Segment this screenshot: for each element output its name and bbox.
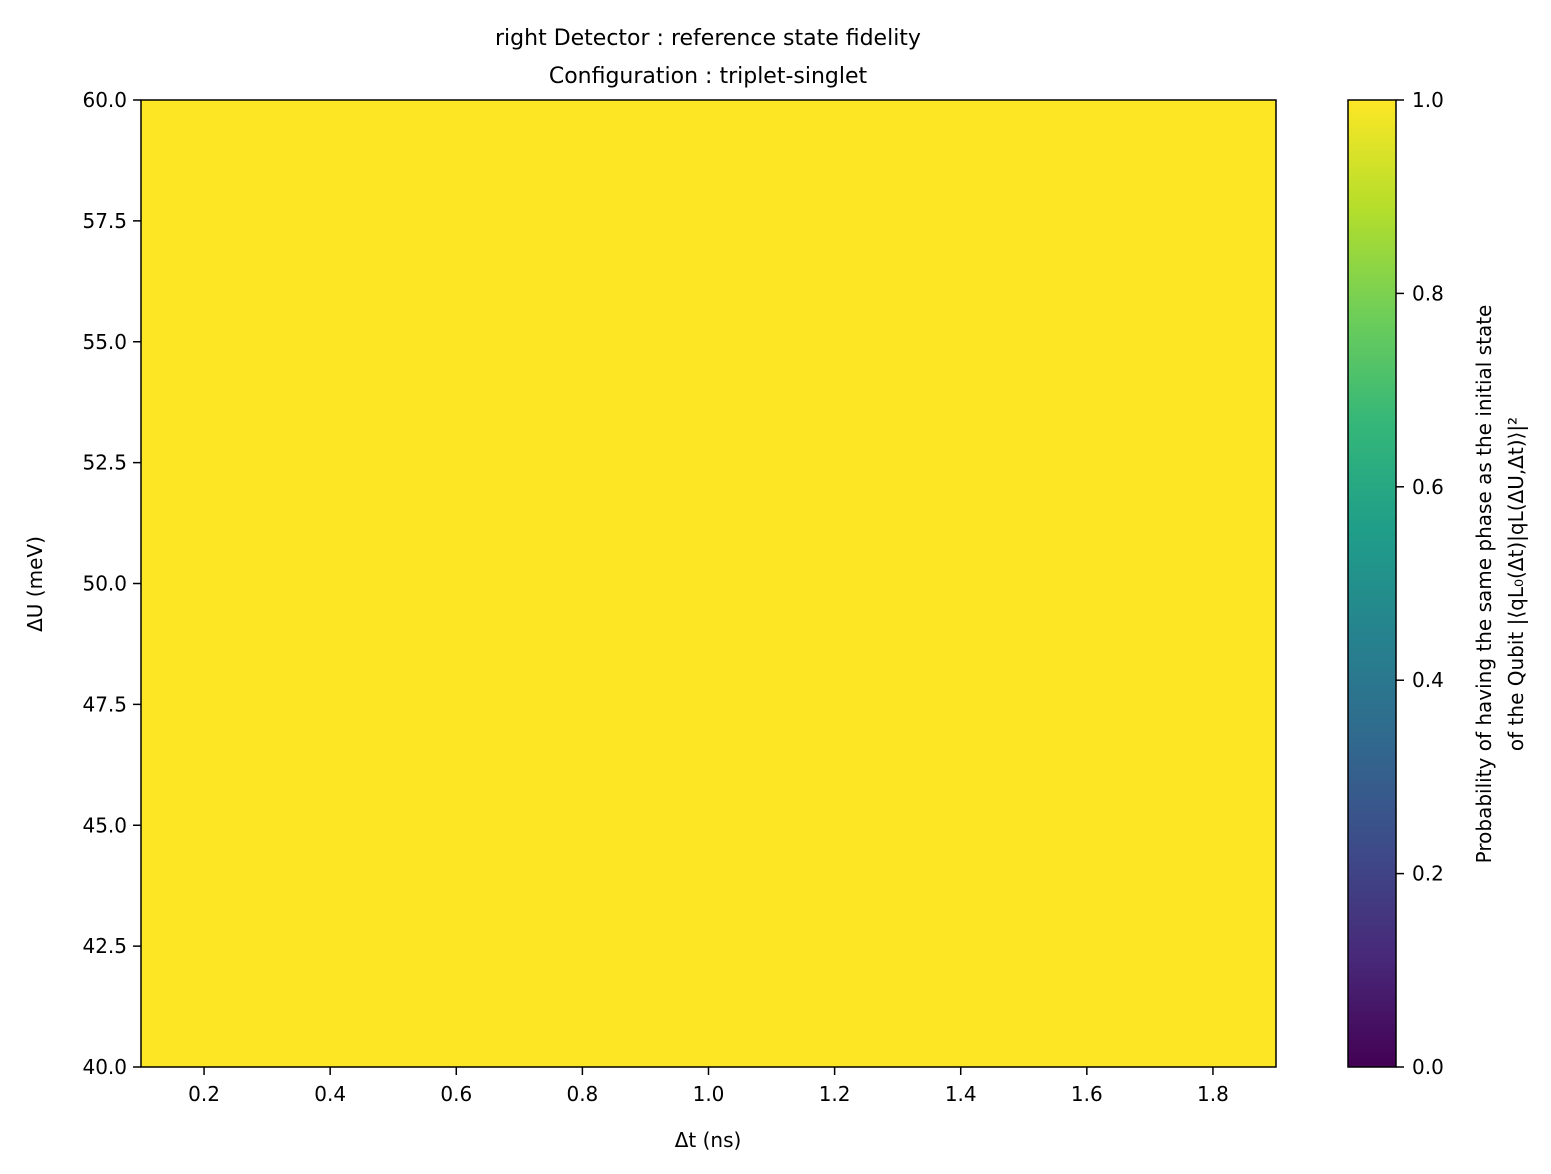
y-tick-label: 52.5 xyxy=(82,451,127,475)
chart-subtitle: Configuration : triplet-singlet xyxy=(549,64,868,89)
y-tick-label: 42.5 xyxy=(82,934,127,958)
y-tick-label: 57.5 xyxy=(82,209,127,233)
colorbar-ticks: 0.0 0.2 0.4 0.6 0.8 1.0 xyxy=(1396,88,1444,1079)
colorbar-frame xyxy=(1347,99,1397,1068)
colorbar xyxy=(1348,100,1396,1067)
y-axis-label: ΔU (meV) xyxy=(23,536,47,632)
x-tick-label: 1.6 xyxy=(1071,1082,1103,1106)
colorbar-tick-label: 0.0 xyxy=(1412,1055,1444,1079)
x-tick-label: 1.0 xyxy=(693,1082,725,1106)
colorbar-tick-label: 0.4 xyxy=(1412,668,1444,692)
colorbar-label-line1: Probability of having the same phase as … xyxy=(1472,305,1496,864)
colorbar-tick-label: 0.8 xyxy=(1412,281,1444,305)
y-axis-ticks: 40.0 42.5 45.0 47.5 50.0 52.5 55.0 57.5 60.0 xyxy=(82,88,141,1079)
x-axis-label: Δt (ns) xyxy=(675,1128,742,1152)
x-tick-label: 0.4 xyxy=(314,1082,346,1106)
x-tick-label: 0.8 xyxy=(566,1082,598,1106)
x-tick-label: 0.6 xyxy=(440,1082,472,1106)
colorbar-tick-label: 0.6 xyxy=(1412,475,1444,499)
heatmap-area xyxy=(141,100,1276,1067)
y-tick-label: 55.0 xyxy=(82,330,127,354)
y-tick-label: 40.0 xyxy=(82,1055,127,1079)
x-axis-ticks: 0.2 0.4 0.6 0.8 1.0 1.2 1.4 1.6 1.8 xyxy=(188,1067,1229,1106)
y-tick-label: 45.0 xyxy=(82,813,127,837)
y-tick-label: 50.0 xyxy=(82,572,127,596)
x-tick-label: 1.8 xyxy=(1197,1082,1229,1106)
colorbar-label-line2: of the Qubit |⟨qL₀(Δt)|qL(ΔU,Δt)⟩|² xyxy=(1504,417,1528,751)
colorbar-tick-label: 0.2 xyxy=(1412,862,1444,886)
colorbar-tick-label: 1.0 xyxy=(1412,88,1444,112)
y-tick-label: 47.5 xyxy=(82,692,127,716)
chart-title: right Detector : reference state fidelit… xyxy=(495,26,921,51)
x-tick-label: 1.2 xyxy=(819,1082,851,1106)
y-tick-label: 60.0 xyxy=(82,88,127,112)
x-tick-label: 1.4 xyxy=(945,1082,977,1106)
x-tick-label: 0.2 xyxy=(188,1082,220,1106)
